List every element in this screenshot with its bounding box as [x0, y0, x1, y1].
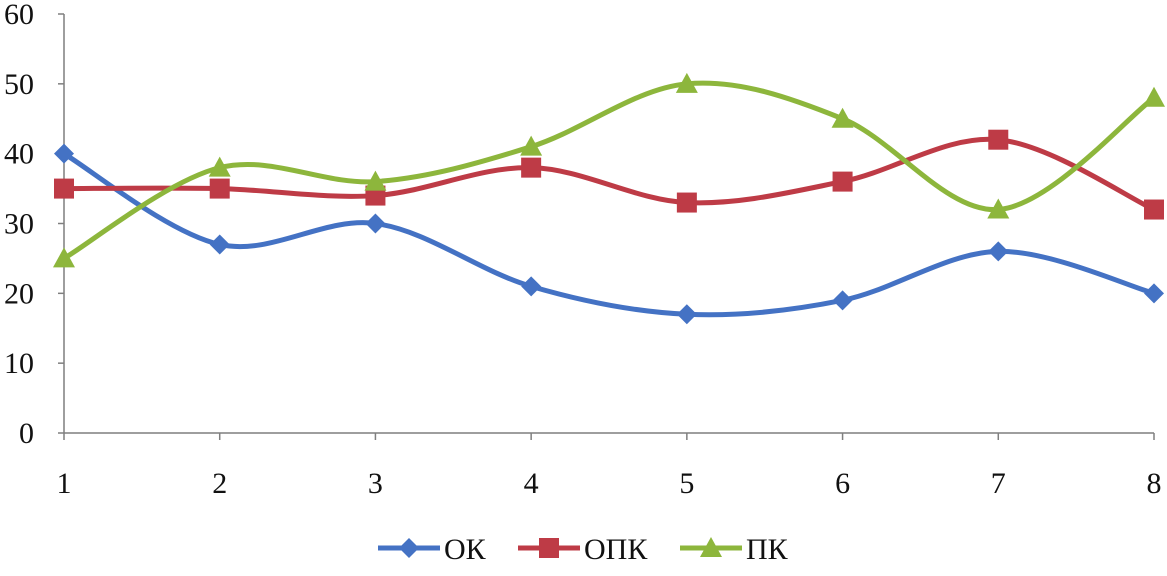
data-point	[1144, 199, 1164, 220]
x-tick-label: 7	[991, 467, 1006, 500]
x-tick-label: 4	[524, 467, 539, 500]
series-lines	[53, 72, 1165, 325]
x-tick-label: 2	[212, 467, 227, 500]
x-tick-label: 3	[368, 467, 383, 500]
data-point	[988, 129, 1009, 150]
x-tick-label: 6	[835, 467, 850, 500]
legend-marker	[700, 537, 722, 557]
data-point	[676, 304, 697, 325]
series-1	[54, 143, 1164, 325]
data-point	[676, 192, 697, 213]
legend-marker	[399, 538, 419, 558]
data-point	[54, 143, 74, 164]
axes: 0 10 20 30 40 50 60 1 2 3 4 5 6 7 8	[4, 0, 1162, 500]
data-point	[53, 247, 75, 268]
data-point	[1143, 86, 1165, 107]
legend: ОК ОПК ПК	[378, 533, 789, 566]
y-tick-label: 20	[4, 277, 34, 310]
data-point	[832, 290, 853, 311]
data-point	[208, 156, 231, 177]
legend-item: ОК	[378, 533, 487, 566]
y-tick-label: 60	[4, 0, 34, 31]
x-tick-label: 1	[57, 467, 72, 500]
legend-item: ОПК	[518, 533, 648, 566]
series-line	[61, 151, 1157, 318]
data-point	[365, 213, 386, 234]
data-point	[831, 107, 854, 128]
legend-label: ОК	[444, 533, 487, 566]
legend-item: ПК	[680, 533, 789, 566]
data-point	[521, 276, 542, 297]
series-2	[54, 129, 1164, 220]
data-point	[521, 157, 542, 178]
data-point	[832, 171, 853, 192]
x-tick-label: 8	[1147, 467, 1162, 500]
data-point	[54, 178, 74, 199]
y-tick-label: 40	[4, 138, 34, 171]
legend-label: ПК	[746, 533, 789, 566]
x-tick-label: 5	[679, 467, 694, 500]
legend-label: ОПК	[584, 533, 648, 566]
data-point	[987, 198, 1010, 219]
y-tick-label: 50	[4, 68, 34, 101]
y-tick-label: 30	[4, 208, 34, 241]
data-point	[209, 178, 230, 199]
y-tick-label: 0	[19, 417, 34, 450]
data-point	[209, 234, 230, 255]
data-point	[988, 241, 1009, 262]
data-point	[675, 72, 698, 93]
y-tick-label: 10	[4, 347, 34, 380]
data-point	[1144, 283, 1164, 304]
series-line	[61, 80, 1157, 261]
series-3	[53, 72, 1165, 268]
data-point	[520, 135, 543, 156]
legend-marker	[539, 538, 559, 558]
data-point	[364, 170, 387, 191]
